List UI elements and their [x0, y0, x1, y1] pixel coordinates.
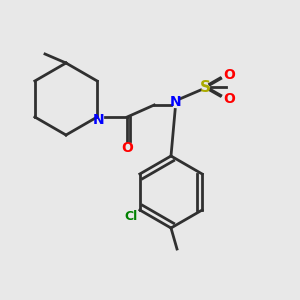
- Text: O: O: [223, 92, 235, 106]
- Text: S: S: [200, 80, 211, 94]
- Text: O: O: [223, 68, 235, 82]
- Text: O: O: [121, 142, 133, 155]
- Text: N: N: [93, 113, 104, 127]
- Text: N: N: [169, 95, 181, 109]
- Text: Cl: Cl: [124, 209, 137, 223]
